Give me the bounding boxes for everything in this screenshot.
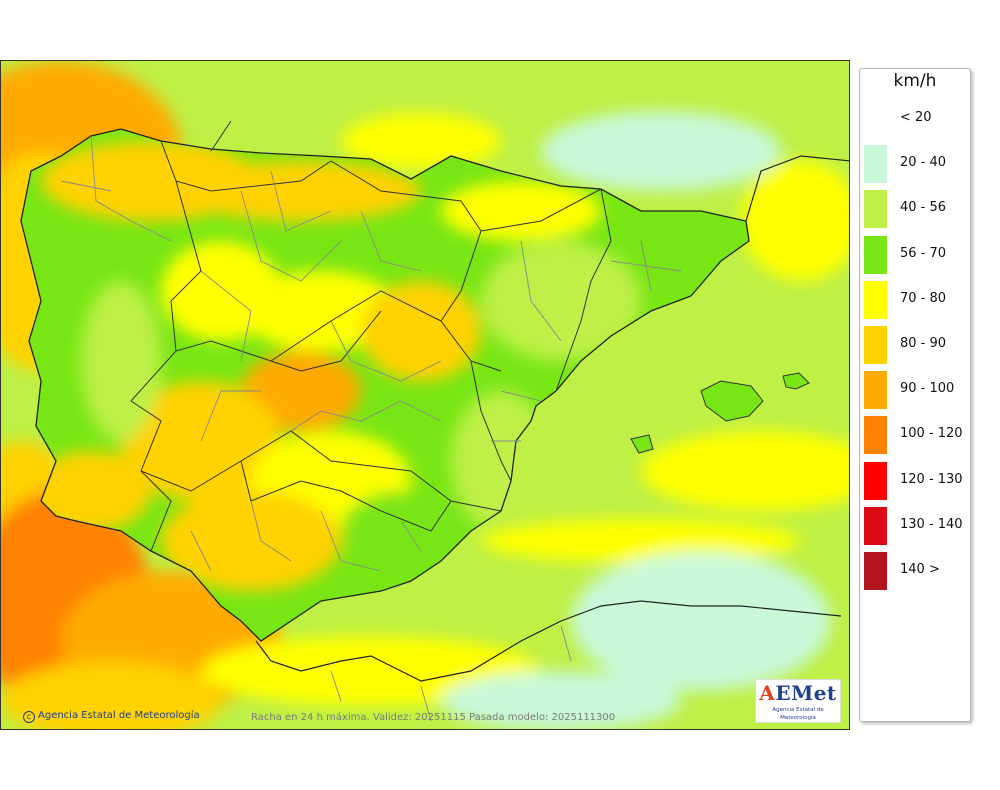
legend-label: 140 > — [900, 562, 940, 577]
legend-item: 40 - 56 — [864, 187, 968, 229]
map-canvas — [1, 61, 849, 729]
legend-label: 70 - 80 — [900, 290, 947, 306]
legend-label: 20 - 40 — [900, 155, 947, 171]
legend-swatch — [864, 145, 887, 184]
legend-item: 80 - 90 — [864, 323, 968, 364]
legend-item: 90 - 100 — [864, 368, 968, 410]
legend-swatch — [864, 371, 887, 410]
legend-swatch — [864, 552, 887, 590]
legend-item: 70 - 80 — [864, 278, 968, 319]
legend-label: 100 - 120 — [900, 426, 963, 442]
legend-item: 130 - 140 — [864, 504, 968, 545]
legend-label: < 20 — [900, 110, 932, 125]
legend-swatch — [864, 100, 887, 138]
legend-swatch — [864, 506, 887, 545]
legend-item: 56 - 70 — [864, 233, 968, 274]
logo-subtitle: Agencia Estatal de Meteorología — [772, 707, 824, 721]
legend-swatch — [864, 416, 887, 455]
legend-label: 56 - 70 — [900, 245, 947, 261]
wind-gust-map: c Agencia Estatal de Meteorología Racha e… — [0, 60, 850, 730]
logo-wordmark: AEMet — [759, 681, 837, 705]
legend-swatch — [864, 190, 887, 229]
legend-unit: km/h — [893, 71, 937, 91]
legend-label: 40 - 56 — [900, 200, 947, 216]
legend-swatch — [864, 235, 887, 274]
legend-swatch — [864, 326, 887, 364]
legend-item: 20 - 40 — [864, 142, 968, 184]
legend-swatch — [864, 461, 887, 500]
copyright-icon: c — [23, 711, 35, 723]
aemet-logo: AEMet Agencia Estatal de Meteorología — [755, 679, 841, 723]
legend-panel: km/h < 20 20 - 40 40 - 56 56 - 70 70 - 80 80 … — [859, 68, 971, 722]
legend-swatch — [864, 280, 887, 319]
legend-label: 120 - 130 — [900, 471, 963, 487]
credit-text: c Agencia Estatal de Meteorología — [23, 710, 200, 723]
legend-item: 140 > — [864, 549, 968, 590]
legend-label: 90 - 100 — [900, 381, 955, 397]
legend-item: 100 - 120 — [864, 413, 968, 455]
map-caption: Racha en 24 h máxima. Validez: 20251115 … — [251, 712, 616, 723]
legend-item: 120 - 130 — [864, 459, 968, 500]
legend-item: < 20 — [864, 97, 968, 138]
legend-label: 80 - 90 — [900, 336, 947, 351]
legend-label: 130 - 140 — [900, 516, 963, 532]
